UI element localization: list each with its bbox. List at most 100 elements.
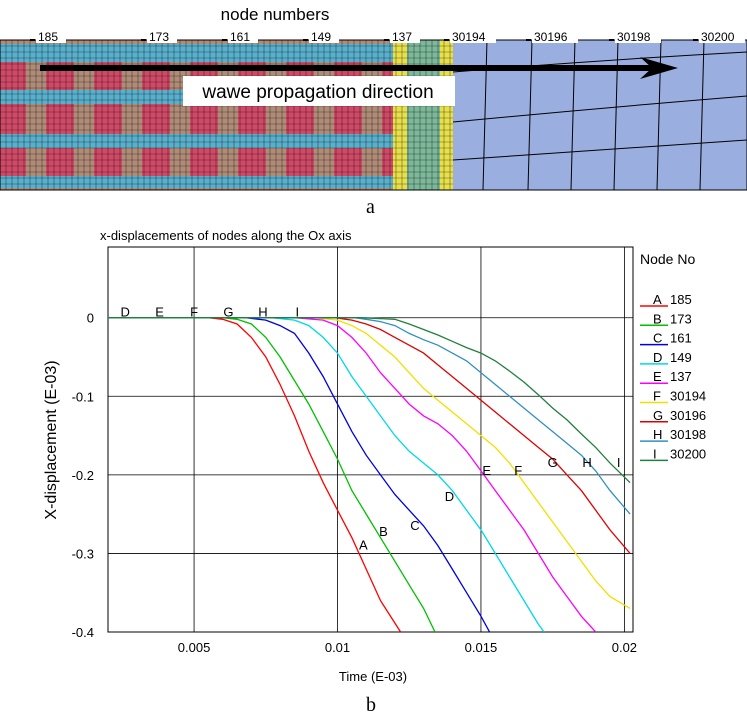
series-marker-H: H — [582, 455, 591, 470]
node-label-background — [390, 30, 420, 43]
series-line-185 — [108, 317, 402, 632]
weft-band — [0, 176, 393, 188]
fe-mesh-panel: node numbers 185 173 161 149 137 30194 30196 30… — [0, 0, 747, 195]
legend-item: H 30198 — [640, 427, 706, 442]
legend-label: 30194 — [670, 389, 706, 404]
node-label-background — [699, 30, 745, 43]
series-marker-F: F — [514, 463, 522, 478]
legend-marker: B — [653, 311, 662, 326]
series-line-161 — [108, 317, 491, 632]
x-axis-label: Time (E-03) — [339, 669, 407, 684]
legend-item: I 30200 — [640, 446, 706, 461]
node-number-label: 30194 — [452, 30, 486, 44]
node-number-label: 137 — [392, 30, 412, 44]
series-line-30196 — [108, 317, 631, 554]
legend-item: A 185 — [640, 292, 692, 307]
y-tick-label: -0.1 — [72, 389, 94, 404]
grid — [108, 247, 633, 633]
node-label-background — [147, 30, 177, 43]
node-label-background — [532, 30, 578, 43]
legend-label: 137 — [670, 369, 692, 384]
x-tick-label: 0.015 — [465, 640, 498, 655]
x-tick-label: 0.01 — [325, 640, 350, 655]
node-number-label: 161 — [230, 30, 250, 44]
series-marker-G: G — [548, 455, 558, 470]
series-line-30194 — [108, 317, 631, 609]
legend-label: 185 — [670, 292, 692, 307]
legend-title: Node No — [640, 251, 695, 267]
node-label-background — [228, 30, 258, 43]
legend-label: 30198 — [670, 427, 706, 442]
propagation-arrow — [40, 57, 678, 79]
series-marker-D: D — [445, 489, 454, 504]
zero-line-marker-D: D — [121, 305, 130, 320]
node-number-label: 30200 — [701, 30, 735, 44]
node-label-background — [309, 30, 339, 43]
zero-line-marker-F: F — [190, 305, 198, 320]
node-number-labels: 185 173 161 149 137 30194 30196 30198 30200 — [30, 30, 745, 44]
series-line-137 — [108, 317, 597, 632]
zero-line-marker-I: I — [296, 305, 300, 320]
zero-line-marker-G: G — [223, 305, 233, 320]
arrow-label: wawe propagation direction — [201, 82, 433, 103]
legend-label: 30196 — [670, 408, 706, 423]
legend-marker: E — [653, 369, 662, 384]
legend-marker: F — [653, 389, 661, 404]
legend-label: 149 — [670, 350, 692, 365]
y-tick-label: 0 — [87, 311, 94, 326]
legend-item: B 173 — [640, 311, 692, 326]
series-lines: AB C D E F G H I D E F G H I — [108, 305, 631, 632]
weft-band — [0, 44, 393, 62]
legend-label: 173 — [670, 311, 692, 326]
fe-mesh-figure: node numbers 185 173 161 149 137 30194 30196 30… — [0, 5, 747, 191]
node-label-background — [450, 30, 496, 43]
legend-marker: I — [653, 446, 657, 461]
node-numbers-header: node numbers — [221, 5, 330, 24]
series-marker-E: E — [482, 463, 491, 478]
weft-band — [0, 134, 393, 148]
legend-marker: H — [653, 427, 662, 442]
node-number-label: 149 — [311, 30, 331, 44]
series-line-30200 — [108, 317, 631, 484]
arrow-label-background — [183, 76, 455, 106]
legend-label: 161 — [670, 331, 692, 346]
legend-label: 30200 — [670, 446, 706, 461]
chart-title: x-displacements of nodes along the Ox ax… — [100, 228, 352, 243]
legend-item: F 30194 — [640, 389, 706, 404]
legend-item: E 137 — [640, 369, 692, 384]
series-marker-B: B — [379, 524, 388, 539]
series-marker-A: A — [359, 538, 368, 553]
series-line-149 — [108, 317, 545, 632]
legend-marker: A — [653, 292, 662, 307]
node-number-label: 30198 — [617, 30, 651, 44]
legend-item: D 149 — [640, 350, 692, 365]
plot-frame — [107, 246, 634, 633]
legend-item: C 161 — [640, 331, 692, 346]
series-line-30198 — [108, 317, 631, 515]
series-line-173 — [108, 317, 436, 632]
zero-line-marker-E: E — [155, 305, 164, 320]
zero-line-marker-H: H — [258, 305, 267, 320]
legend-marker: G — [653, 408, 663, 423]
x-tick-label: 0.005 — [178, 640, 211, 655]
y-tick-label: -0.4 — [72, 625, 94, 640]
y-tick-label: -0.2 — [72, 468, 94, 483]
caption-b: b — [366, 694, 376, 716]
y-tick-label: -0.3 — [72, 546, 94, 561]
x-tick-label: 0.02 — [612, 640, 637, 655]
legend-item: G 30196 — [640, 408, 706, 423]
node-number-label: 30196 — [534, 30, 568, 44]
legend-marker: D — [653, 350, 662, 365]
y-axis-label: X-displacement (E-03) — [43, 360, 60, 519]
node-label-background — [36, 30, 66, 43]
node-number-label: 185 — [38, 30, 58, 44]
legend-marker: C — [653, 331, 662, 346]
series-marker-I: I — [617, 455, 621, 470]
node-label-background — [615, 30, 661, 43]
mesh-frame — [0, 39, 747, 191]
arrow-head — [640, 57, 678, 79]
node-number-label: 173 — [149, 30, 169, 44]
caption-a: a — [366, 196, 375, 218]
